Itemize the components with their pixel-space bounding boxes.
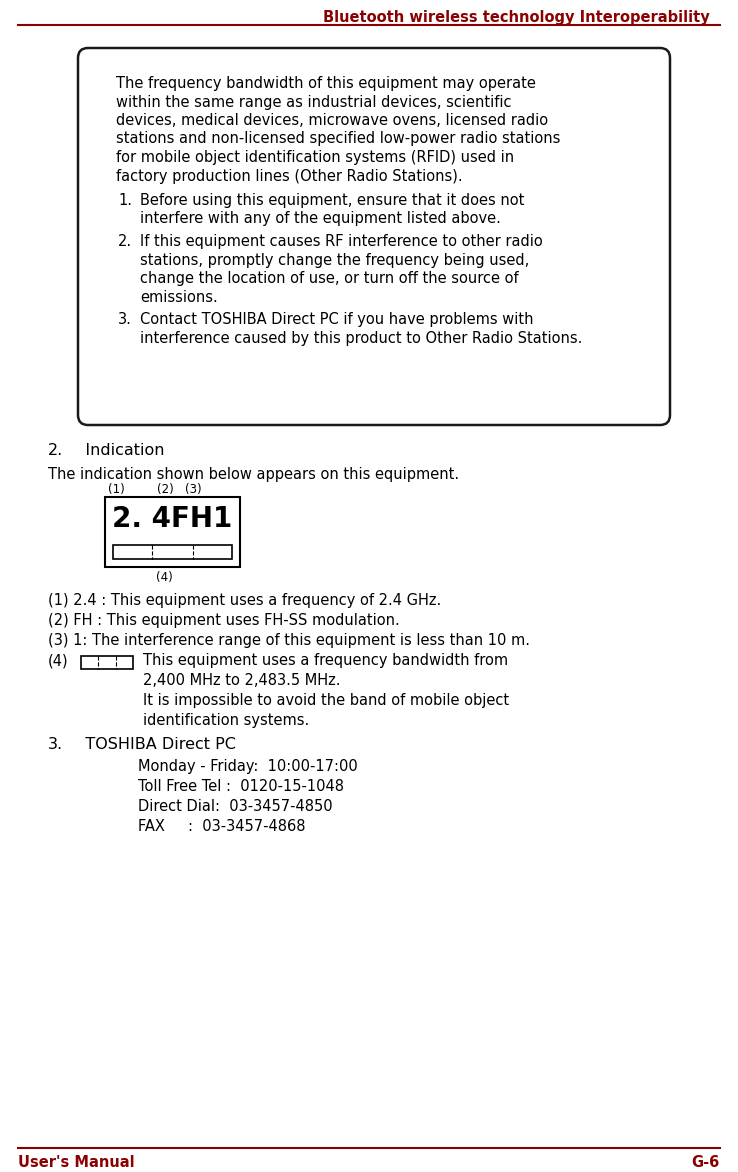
Text: If this equipment causes RF interference to other radio: If this equipment causes RF interference…	[140, 234, 542, 248]
Text: It is impossible to avoid the band of mobile object: It is impossible to avoid the band of mo…	[143, 693, 509, 708]
Text: User's Manual: User's Manual	[18, 1154, 134, 1170]
Text: 2,400 MHz to 2,483.5 MHz.: 2,400 MHz to 2,483.5 MHz.	[143, 673, 340, 688]
Text: Toll Free Tel :  0120-15-1048: Toll Free Tel : 0120-15-1048	[138, 779, 344, 793]
Text: 2.: 2.	[118, 234, 132, 248]
Text: Contact TOSHIBA Direct PC if you have problems with: Contact TOSHIBA Direct PC if you have pr…	[140, 312, 534, 327]
Text: (1) 2.4 : This equipment uses a frequency of 2.4 GHz.: (1) 2.4 : This equipment uses a frequenc…	[48, 593, 441, 608]
Text: FAX     :  03-3457-4868: FAX : 03-3457-4868	[138, 819, 306, 834]
Text: identification systems.: identification systems.	[143, 713, 309, 728]
Text: 1.: 1.	[118, 193, 132, 207]
Text: (2): (2)	[157, 483, 173, 496]
Text: Indication: Indication	[70, 443, 165, 458]
Text: devices, medical devices, microwave ovens, licensed radio: devices, medical devices, microwave oven…	[116, 113, 548, 128]
Text: for mobile object identification systems (RFID) used in: for mobile object identification systems…	[116, 150, 514, 165]
Text: (4): (4)	[48, 653, 69, 668]
Text: Direct Dial:  03-3457-4850: Direct Dial: 03-3457-4850	[138, 799, 333, 815]
Text: Before using this equipment, ensure that it does not: Before using this equipment, ensure that…	[140, 193, 525, 207]
Bar	[81, 656, 133, 669]
Text: Monday - Friday:  10:00-17:00: Monday - Friday: 10:00-17:00	[138, 759, 358, 774]
Text: interfere with any of the equipment listed above.: interfere with any of the equipment list…	[140, 211, 501, 226]
Text: TOSHIBA Direct PC: TOSHIBA Direct PC	[70, 737, 236, 752]
Bar	[113, 545, 232, 559]
Text: stations, promptly change the frequency being used,: stations, promptly change the frequency …	[140, 252, 529, 267]
Text: Bluetooth wireless technology Interoperability: Bluetooth wireless technology Interopera…	[323, 11, 710, 25]
Text: 3.: 3.	[118, 312, 132, 327]
Text: change the location of use, or turn off the source of: change the location of use, or turn off …	[140, 271, 519, 286]
Text: factory production lines (Other Radio Stations).: factory production lines (Other Radio St…	[116, 169, 463, 184]
Text: interference caused by this product to Other Radio Stations.: interference caused by this product to O…	[140, 331, 582, 346]
Text: (3): (3)	[185, 483, 201, 496]
Text: (2) FH : This equipment uses FH-SS modulation.: (2) FH : This equipment uses FH-SS modul…	[48, 613, 400, 628]
Text: The indication shown below appears on this equipment.: The indication shown below appears on th…	[48, 466, 459, 482]
FancyBboxPatch shape	[78, 48, 670, 425]
Text: 2. 4FH1: 2. 4FH1	[112, 505, 232, 533]
Bar	[105, 497, 240, 567]
Text: This equipment uses a frequency bandwidth from: This equipment uses a frequency bandwidt…	[143, 653, 508, 668]
Text: (4): (4)	[156, 571, 173, 584]
Text: 3.: 3.	[48, 737, 63, 752]
Text: within the same range as industrial devices, scientific: within the same range as industrial devi…	[116, 95, 511, 109]
Text: (3) 1: The interference range of this equipment is less than 10 m.: (3) 1: The interference range of this eq…	[48, 633, 530, 648]
Text: G-6: G-6	[692, 1154, 720, 1170]
Text: The frequency bandwidth of this equipment may operate: The frequency bandwidth of this equipmen…	[116, 76, 536, 91]
Text: 2.: 2.	[48, 443, 63, 458]
Text: emissions.: emissions.	[140, 289, 218, 305]
Text: (1): (1)	[108, 483, 125, 496]
Text: stations and non-licensed specified low-power radio stations: stations and non-licensed specified low-…	[116, 131, 560, 146]
